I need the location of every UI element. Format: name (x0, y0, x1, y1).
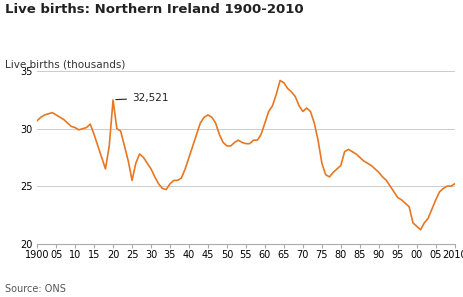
Text: Live births (thousands): Live births (thousands) (5, 59, 125, 69)
Text: Live births: Northern Ireland 1900-2010: Live births: Northern Ireland 1900-2010 (5, 3, 303, 16)
Text: 32,521: 32,521 (116, 93, 168, 103)
Text: Source: ONS: Source: ONS (5, 284, 65, 294)
